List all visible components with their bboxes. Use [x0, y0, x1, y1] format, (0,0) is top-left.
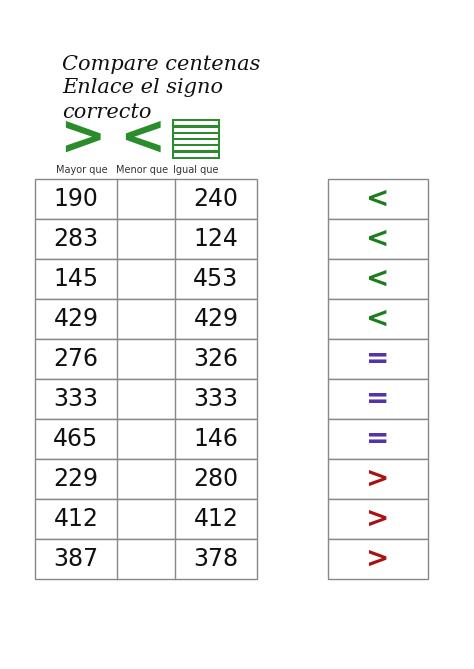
Text: 429: 429 [54, 307, 99, 331]
Text: 276: 276 [54, 347, 99, 371]
Text: <: < [119, 112, 165, 166]
Text: >: > [59, 112, 105, 166]
Text: <: < [366, 185, 390, 213]
Bar [35, 299, 257, 339]
Text: 412: 412 [193, 507, 238, 531]
Text: <: < [366, 265, 390, 293]
Bar [35, 259, 257, 299]
Bar [35, 419, 257, 459]
Bar [35, 379, 257, 419]
Text: 145: 145 [54, 267, 99, 291]
Bar [35, 459, 257, 499]
Text: 124: 124 [193, 227, 238, 251]
Bar [35, 539, 257, 579]
Text: 283: 283 [54, 227, 99, 251]
Bar [172, 119, 220, 159]
Text: 190: 190 [54, 187, 99, 211]
Text: >: > [366, 505, 390, 533]
Text: =: = [366, 385, 390, 413]
Bar [328, 419, 428, 459]
Text: 465: 465 [54, 427, 99, 451]
Bar [174, 153, 218, 157]
Text: <: < [366, 225, 390, 253]
Text: 280: 280 [193, 467, 238, 491]
Text: 378: 378 [193, 547, 238, 571]
Bar [328, 379, 428, 419]
Text: >: > [366, 545, 390, 573]
Text: Enlace el signo: Enlace el signo [62, 78, 223, 97]
Text: 146: 146 [193, 427, 238, 451]
Bar [174, 121, 218, 125]
Bar [174, 134, 218, 138]
Bar [35, 179, 257, 219]
Text: Igual que: Igual que [173, 165, 219, 175]
Bar [328, 299, 428, 339]
Text: Compare centenas: Compare centenas [62, 55, 260, 74]
Text: Mayor que: Mayor que [56, 165, 108, 175]
Bar [328, 179, 428, 219]
Bar [328, 499, 428, 539]
Text: 333: 333 [193, 387, 238, 411]
Text: Menor que: Menor que [116, 165, 168, 175]
Text: 453: 453 [193, 267, 238, 291]
Bar [328, 459, 428, 499]
Bar [328, 259, 428, 299]
Text: 412: 412 [54, 507, 99, 531]
Bar [35, 219, 257, 259]
Bar [35, 339, 257, 379]
Bar [174, 140, 218, 144]
Bar [328, 539, 428, 579]
Text: 387: 387 [54, 547, 99, 571]
Text: 326: 326 [193, 347, 238, 371]
Bar [328, 339, 428, 379]
Text: 229: 229 [54, 467, 99, 491]
Text: =: = [366, 425, 390, 453]
Bar [174, 147, 218, 151]
Bar [35, 499, 257, 539]
Bar [328, 219, 428, 259]
Text: 429: 429 [193, 307, 238, 331]
Bar [174, 128, 218, 132]
Text: >: > [366, 465, 390, 493]
Text: 333: 333 [54, 387, 99, 411]
Text: <: < [366, 305, 390, 333]
Text: =: = [366, 345, 390, 373]
Text: correcto: correcto [62, 103, 152, 122]
Text: 240: 240 [193, 187, 238, 211]
